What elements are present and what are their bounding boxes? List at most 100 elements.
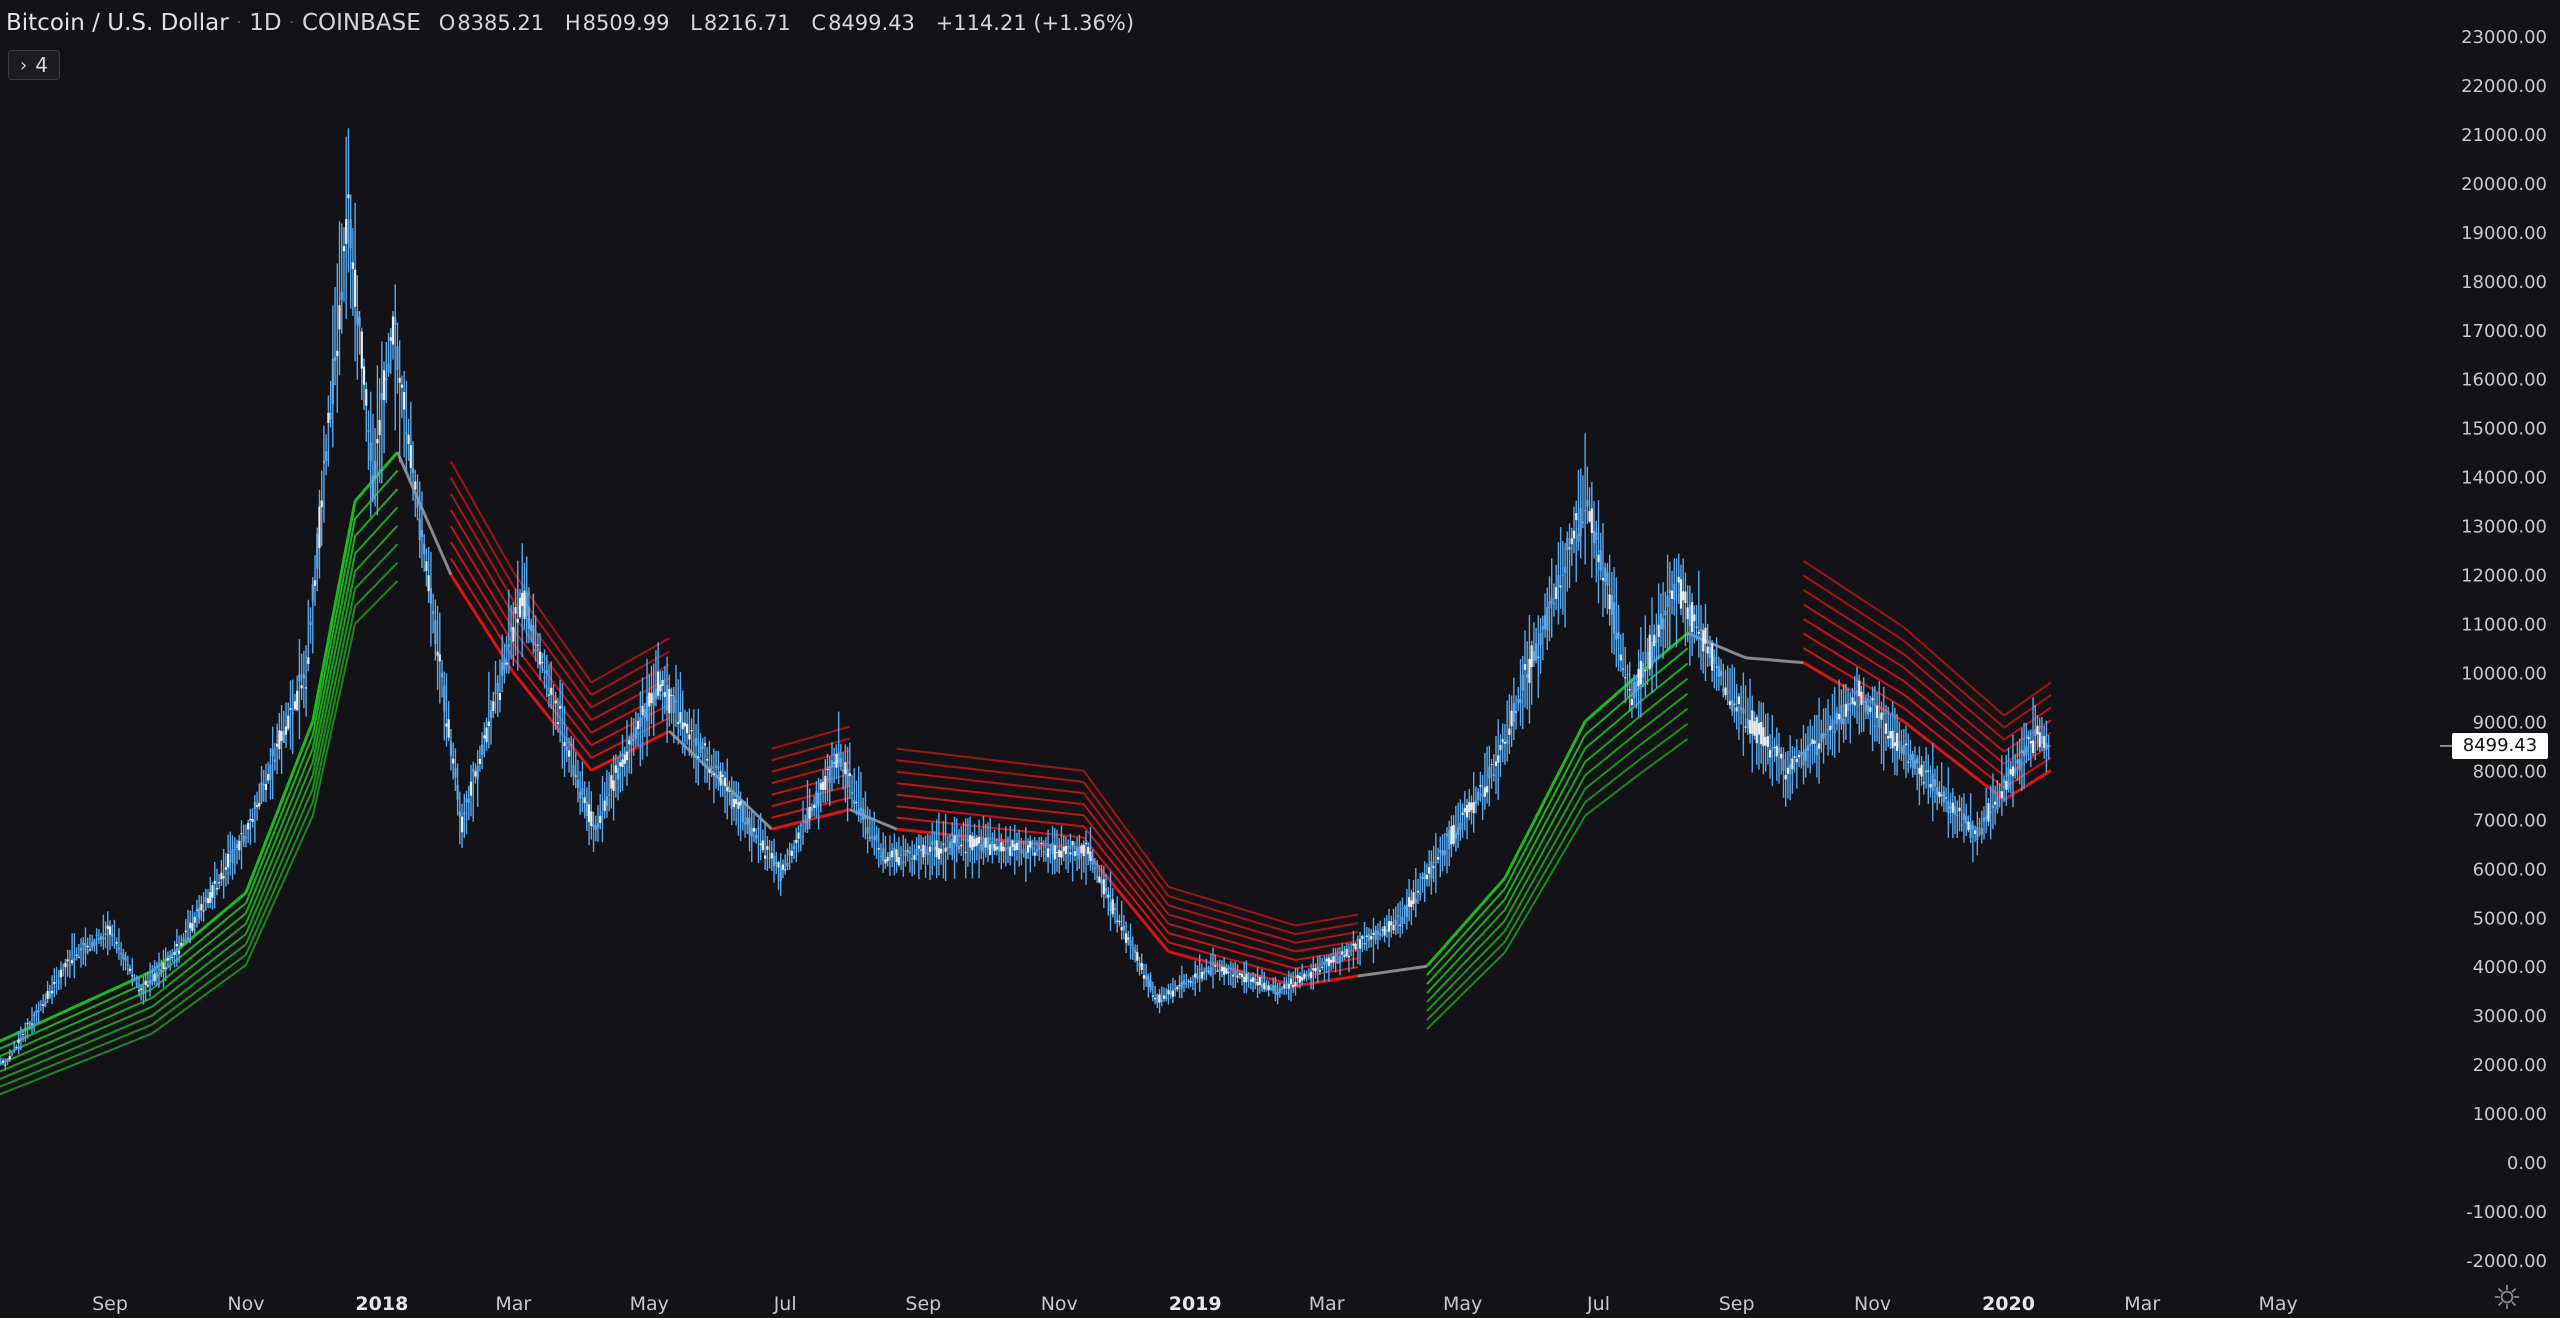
candle-body	[1305, 975, 1308, 977]
candle-body	[1356, 938, 1359, 940]
candle-body	[449, 741, 453, 756]
candle-body	[1630, 699, 1634, 706]
candle-body	[1486, 786, 1489, 793]
candle-body	[1751, 710, 1754, 735]
candle-body	[1450, 826, 1453, 845]
candle-body	[944, 847, 947, 852]
candle-body	[1352, 943, 1355, 946]
candle-body	[1465, 804, 1469, 818]
interval-label[interactable]: 1D	[249, 10, 282, 36]
candle-body	[1773, 747, 1776, 749]
candle-body	[1185, 983, 1188, 985]
candle-body	[400, 384, 404, 388]
candle-body	[1267, 985, 1270, 991]
ema-ribbon-line	[450, 525, 515, 630]
candle-body	[1762, 727, 1765, 747]
candle-body	[1648, 634, 1651, 670]
ema-ribbon-line	[109, 996, 153, 1018]
ema-ribbon-line	[1426, 951, 1506, 1030]
candle-body	[425, 561, 428, 571]
candle-body	[1051, 842, 1054, 855]
candle-body	[699, 742, 702, 754]
candle-body	[1967, 821, 1970, 830]
x-tick-label: Nov	[1041, 1293, 1078, 1315]
symbol-name[interactable]: Bitcoin / U.S. Dollar	[6, 10, 229, 36]
candle-body	[1416, 890, 1420, 893]
ema-ribbon-line	[1295, 939, 1359, 953]
x-tick-label: May	[1443, 1293, 1482, 1315]
candle-body	[683, 722, 687, 727]
candle-body	[209, 892, 212, 903]
ema-ribbon-line	[244, 748, 314, 914]
candle-body	[623, 754, 626, 764]
candle-body	[133, 978, 136, 980]
candle-body	[906, 850, 909, 852]
candle-body	[6, 1058, 9, 1062]
ema-ribbon-line	[151, 923, 247, 999]
ema-ribbon-line	[1903, 693, 2005, 777]
candle-body	[1013, 844, 1016, 851]
ema-ribbon-line	[1640, 662, 1689, 702]
candle-body	[1452, 824, 1455, 844]
candle-body	[523, 590, 526, 619]
candle-body	[423, 543, 426, 555]
candle-body	[750, 827, 753, 837]
candle-body	[418, 518, 421, 541]
candle-body	[340, 291, 343, 300]
candle-body	[22, 1034, 25, 1036]
candle-body	[1160, 999, 1163, 1001]
candle-body	[1285, 987, 1288, 989]
candle-body	[781, 864, 785, 870]
candle-body	[1657, 624, 1660, 638]
candle-body	[1940, 794, 1943, 796]
ema-ribbon-line	[0, 1069, 4, 1073]
candle-body	[556, 722, 559, 724]
candle-body	[1448, 830, 1451, 850]
candle-body	[1900, 746, 1903, 753]
candle-body	[1089, 851, 1092, 861]
candle-body	[460, 816, 464, 833]
candle-body	[1891, 730, 1894, 749]
candle-body	[850, 791, 854, 795]
candle-body	[1381, 929, 1384, 931]
candle-body	[1383, 926, 1386, 936]
indicators-toggle-button[interactable]: › 4	[8, 50, 60, 80]
candle-body	[15, 1047, 18, 1049]
time-axis[interactable]: JulSepNov2018MarMayJulSepNov2019MarMayJu…	[0, 1293, 2298, 1315]
candle-body	[1884, 723, 1888, 734]
candle-body	[1497, 755, 1500, 763]
candle-body	[86, 946, 89, 948]
candle-body	[1546, 607, 1549, 631]
candle-body	[1581, 521, 1585, 524]
candle-body	[706, 758, 709, 761]
candle-body	[387, 363, 390, 373]
y-tick-label: 16000.00	[2461, 370, 2547, 391]
candle-body	[164, 967, 167, 969]
candle-body	[1791, 758, 1794, 770]
candle-body	[1432, 866, 1435, 868]
candle-body	[10, 1052, 14, 1054]
candle-body	[866, 827, 869, 834]
candle-body	[1965, 815, 1968, 824]
candle-body	[476, 766, 479, 780]
candle-body	[200, 904, 203, 911]
candle-body	[554, 700, 557, 704]
candle-body	[231, 848, 234, 864]
candle-body	[432, 611, 435, 614]
candle-body	[1096, 876, 1099, 878]
candle-body	[2000, 791, 2003, 798]
candle-body	[169, 957, 172, 961]
ema-ribbon-line	[1425, 877, 1507, 968]
candle-body	[777, 862, 780, 868]
candle-body	[1804, 748, 1807, 761]
ema-ribbon-line	[896, 782, 991, 795]
gear-icon[interactable]	[2494, 1284, 2520, 1310]
price-axis[interactable]: 23000.00 22000.00 21000.00 20000.00 19000.00…	[2440, 27, 2547, 1272]
candle-body	[1920, 764, 1923, 777]
candle-body	[264, 784, 268, 791]
candle-body	[904, 850, 907, 857]
candle-body	[1628, 689, 1631, 691]
candle-body	[1292, 984, 1295, 988]
ema-ribbon-line	[244, 734, 314, 904]
